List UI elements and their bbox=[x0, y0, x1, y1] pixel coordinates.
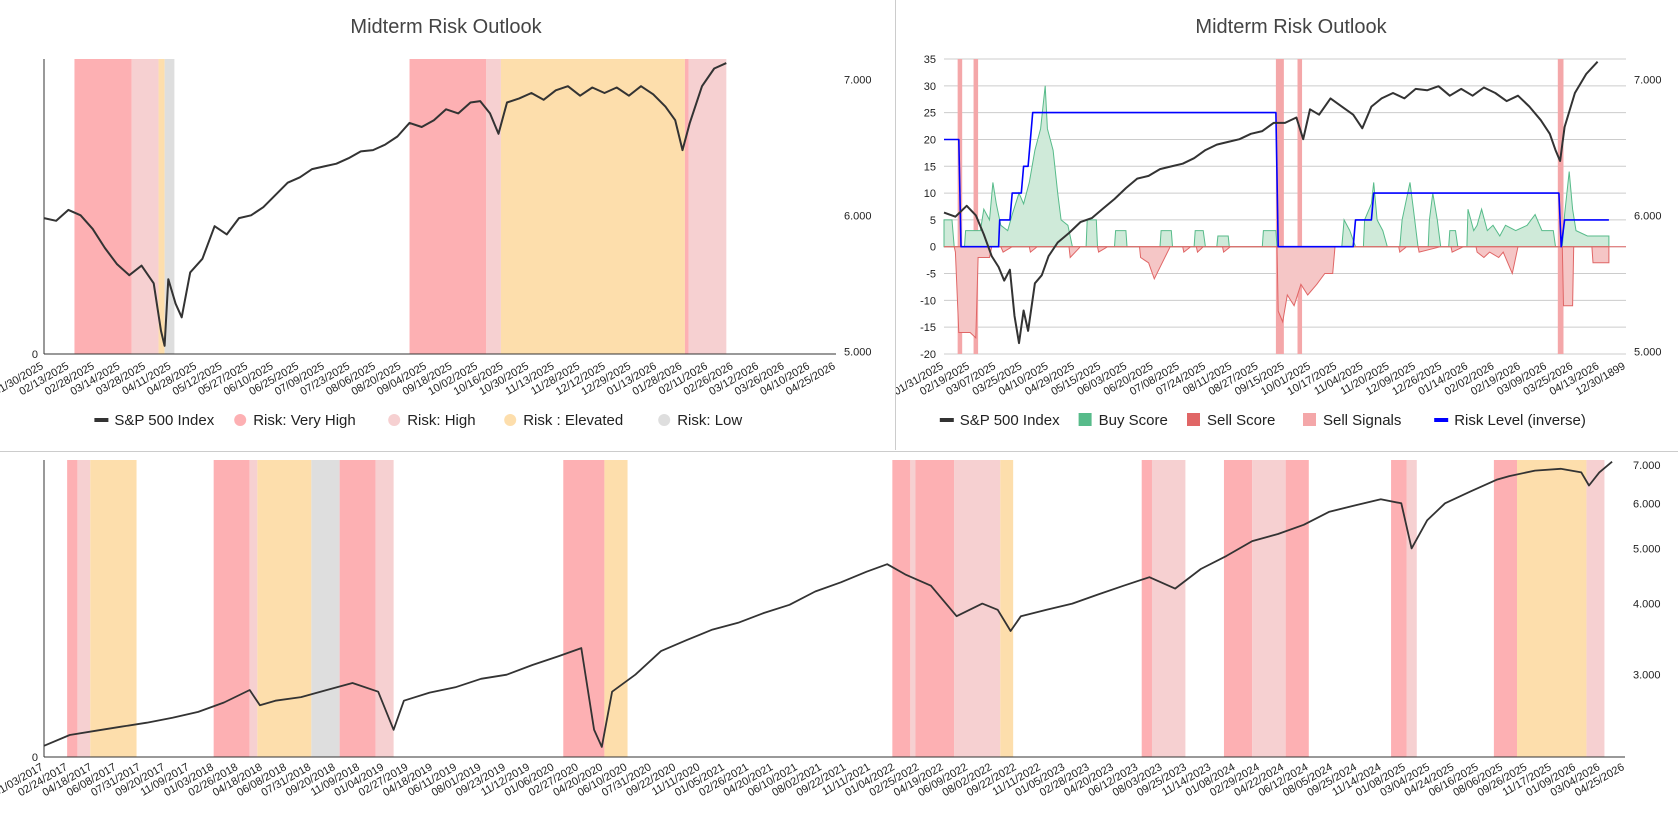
sell-signal-band bbox=[1275, 59, 1284, 354]
chart-title: Midterm Risk Outlook bbox=[350, 16, 542, 38]
risk-outlook-chart-long-term: 03.0004.0005.0006.0007.00001/03/201702/2… bbox=[0, 460, 1661, 799]
chart2-legend-square-swatch bbox=[1078, 413, 1092, 426]
risk-band-very-high bbox=[684, 59, 689, 354]
chart1-legend-label: Risk: Very High bbox=[253, 412, 356, 429]
vertical-divider bbox=[895, 0, 896, 450]
risk-band-very-high bbox=[74, 59, 132, 354]
y-left-tick-label: 5 bbox=[930, 215, 936, 227]
chart1-legend-dot-swatch bbox=[388, 414, 401, 426]
risk-band-very-high bbox=[563, 460, 605, 757]
y-right-tick-label: 6.000 bbox=[844, 210, 872, 222]
y-right-tick-label: 5.000 bbox=[844, 346, 872, 358]
chart2-legend-line-swatch bbox=[939, 418, 954, 422]
chart2-legend-label: Sell Score bbox=[1207, 412, 1275, 429]
y-right-tick-label: 5.000 bbox=[1634, 346, 1662, 358]
chart1-legend-dot-swatch bbox=[234, 414, 247, 426]
chart2-legend-label: Risk Level (inverse) bbox=[1454, 412, 1586, 429]
risk-band-high bbox=[375, 460, 394, 757]
y-right-tick-label: 6.000 bbox=[1633, 498, 1661, 510]
risk-band-very-high bbox=[213, 460, 250, 757]
y-right-tick-label: 7.000 bbox=[844, 74, 872, 86]
risk-band-high bbox=[131, 59, 159, 354]
risk-band-very-high bbox=[915, 460, 955, 757]
risk-band-high bbox=[486, 59, 501, 354]
chart1-legend-label: Risk : Elevated bbox=[523, 412, 623, 429]
risk-band-very-high bbox=[1285, 460, 1309, 757]
risk-band-high bbox=[1586, 460, 1605, 757]
y-right-tick-label: 5.000 bbox=[1633, 543, 1661, 555]
y-right-tick-label: 3.000 bbox=[1633, 670, 1661, 682]
sell-signal-band bbox=[973, 59, 979, 354]
y-left-tick-label: 30 bbox=[924, 81, 936, 93]
risk-band-high bbox=[910, 460, 916, 757]
chart1-legend-line-swatch bbox=[94, 418, 109, 422]
sp500-index-line bbox=[43, 461, 1613, 748]
chart-title: Midterm Risk Outlook bbox=[1195, 16, 1387, 38]
y-right-tick-label: 4.000 bbox=[1633, 599, 1661, 611]
risk-band-very-high bbox=[1493, 460, 1518, 757]
chart2-legend-square-swatch bbox=[1187, 413, 1200, 426]
chart1-legend-label: Risk: High bbox=[407, 412, 475, 429]
y-right-tick-label: 7.000 bbox=[1633, 460, 1661, 472]
risk-band-high bbox=[77, 460, 91, 757]
risk-band-low bbox=[311, 460, 340, 757]
chart1-legend-dot-swatch bbox=[658, 414, 671, 426]
y-left-tick-label: 25 bbox=[924, 108, 936, 120]
y-left-tick-label: -20 bbox=[920, 349, 936, 361]
y-left-tick-label: 0 bbox=[32, 349, 38, 361]
y-right-tick-label: 6.000 bbox=[1634, 210, 1662, 222]
risk-band-low bbox=[164, 59, 175, 354]
chart2-legend-label: S&P 500 Index bbox=[960, 412, 1060, 429]
chart1-legend-label: Risk: Low bbox=[677, 412, 742, 429]
risk-band-very-high bbox=[1391, 460, 1407, 757]
risk-band-high bbox=[1252, 460, 1286, 757]
y-left-tick-label: 0 bbox=[930, 242, 936, 254]
risk-band-very-high bbox=[339, 460, 376, 757]
chart2-legend-label: Sell Signals bbox=[1323, 412, 1401, 429]
y-left-tick-label: 20 bbox=[924, 134, 936, 146]
risk-band-elevated bbox=[1517, 460, 1587, 757]
chart-panel-top-left: Midterm Risk Outlook 0 5.000 6.000 7.000 01/3… bbox=[0, 0, 895, 450]
chart2-legend-line-swatch bbox=[1434, 418, 1449, 422]
y-left-tick-label: 35 bbox=[924, 54, 936, 66]
risk-band-elevated bbox=[257, 460, 312, 757]
horizontal-divider bbox=[0, 451, 1678, 452]
risk-band-elevated bbox=[1000, 460, 1014, 757]
risk-band-elevated bbox=[158, 59, 165, 354]
risk-score-chart: Midterm Risk Outlook 35 30 25 20 15 10 5 0 -5 -10 -… bbox=[892, 16, 1662, 429]
sell-signal-band bbox=[1297, 59, 1303, 354]
risk-band-elevated bbox=[604, 460, 628, 757]
y-left-tick-label: 10 bbox=[924, 188, 936, 200]
chart-panel-top-right: Midterm Risk Outlook 35 30 25 20 15 10 5 0 -5 -10 -… bbox=[892, 0, 1678, 450]
y-right-tick-label: 7.000 bbox=[1634, 74, 1662, 86]
risk-band-very-high bbox=[409, 59, 487, 354]
risk-band-elevated bbox=[90, 460, 137, 757]
risk-band-very-high bbox=[67, 460, 78, 757]
risk-band-elevated bbox=[500, 59, 685, 354]
risk-band-high bbox=[688, 59, 727, 354]
chart2-legend-square-swatch bbox=[1303, 413, 1316, 426]
y-left-tick-label: -5 bbox=[926, 269, 936, 281]
risk-level-line bbox=[944, 111, 1609, 248]
sell-signal-band bbox=[1557, 59, 1564, 354]
y-left-tick-label: -10 bbox=[920, 295, 936, 307]
risk-band-high bbox=[1406, 460, 1417, 757]
chart1-legend-label: S&P 500 Index bbox=[114, 412, 214, 429]
y-left-tick-label: -15 bbox=[920, 322, 936, 334]
y-left-tick-label: 0 bbox=[32, 752, 38, 764]
chart1-legend-dot-swatch bbox=[504, 414, 517, 426]
sp500-index-line bbox=[943, 61, 1599, 345]
risk-band-very-high bbox=[1223, 460, 1253, 757]
chart-panel-bottom: 0 3.000 4.000 5.000 6.000 7.000 01/03/2017 02/2… bbox=[0, 452, 1678, 812]
risk-band-very-high bbox=[1141, 460, 1152, 757]
y-left-tick-label: 15 bbox=[924, 161, 936, 173]
risk-band-high bbox=[249, 460, 258, 757]
chart2-legend-label: Buy Score bbox=[1099, 412, 1168, 429]
risk-band-high bbox=[1151, 460, 1186, 757]
risk-band-very-high bbox=[892, 460, 911, 757]
sp500-index-line bbox=[43, 62, 727, 347]
